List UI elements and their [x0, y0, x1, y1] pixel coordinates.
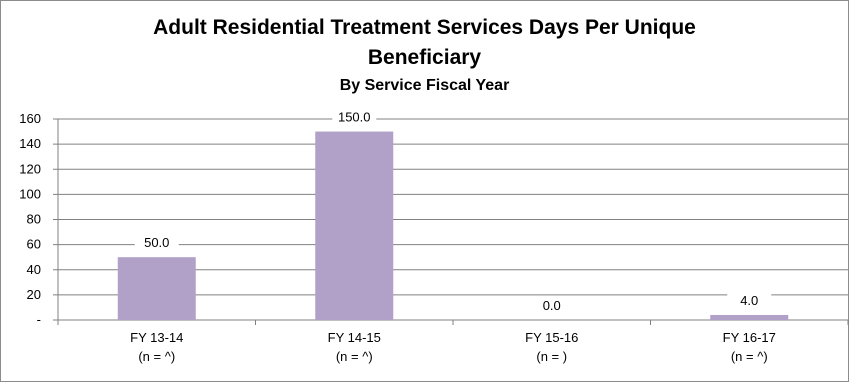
y-tick-label: 140 [19, 136, 41, 151]
bar [710, 314, 789, 320]
data-label-bg [727, 291, 772, 309]
bar [315, 131, 394, 320]
data-label: 150.0 [338, 110, 371, 125]
y-tick-label: 20 [27, 287, 41, 302]
y-tick-label: 40 [27, 262, 41, 277]
chart-title: Adult Residential Treatment Services Day… [153, 16, 696, 39]
y-tick-label: 80 [27, 212, 41, 227]
chart-title-line2: Beneficiary [367, 46, 482, 69]
data-label: 0.0 [543, 298, 561, 313]
y-tick-label: 100 [19, 186, 41, 201]
y-tick-label: 120 [19, 161, 41, 176]
x-tick-sublabel: (n = ^) [138, 349, 175, 364]
data-label-bg [134, 234, 179, 252]
y-tick-label: - [37, 312, 41, 327]
data-label-bg [332, 108, 377, 126]
chart-subtitle: By Service Fiscal Year [339, 77, 510, 94]
bar [117, 257, 196, 320]
x-tick-label: FY 14-15 [328, 330, 381, 345]
x-tick-sublabel: (n = ^) [731, 349, 768, 364]
x-tick-sublabel: (n = ^) [336, 349, 373, 364]
x-tick-label: FY 16-17 [723, 330, 776, 345]
x-tick-label: FY 15-16 [525, 330, 578, 345]
y-tick-label: 160 [19, 111, 41, 126]
data-label: 4.0 [740, 293, 758, 308]
y-tick-label: 60 [27, 237, 41, 252]
x-tick-label: FY 13-14 [130, 330, 183, 345]
x-tick-sublabel: (n = ) [536, 349, 567, 364]
data-label: 50.0 [144, 235, 169, 250]
data-label-bg [529, 297, 574, 314]
